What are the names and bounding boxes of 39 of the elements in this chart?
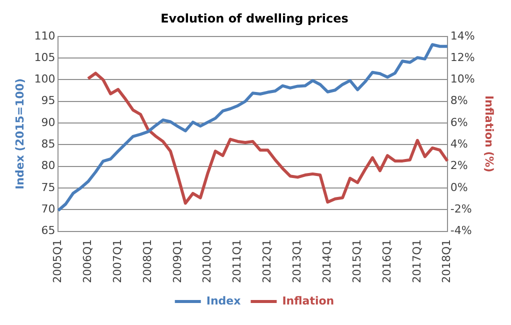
y2-tick-label: 14% <box>450 29 475 42</box>
y2-tick-label: 6% <box>450 116 468 129</box>
x-tick-label: 2011Q1 <box>230 239 244 284</box>
y-tick-label: 90 <box>41 116 56 129</box>
chart-title: Evolution of dwelling prices <box>160 11 348 26</box>
y-tick-label: 80 <box>41 159 56 172</box>
x-tick-label: 2016Q1 <box>380 239 394 284</box>
y2-tick-label: 8% <box>450 94 468 108</box>
x-tick-label: 2015Q1 <box>350 239 364 284</box>
y2-tick-label: 4% <box>450 138 468 151</box>
y-tick-label: 100 <box>34 72 56 86</box>
x-tick-label: 2013Q1 <box>290 239 304 284</box>
y2-axis-title: Inflation (%) <box>482 95 496 172</box>
y2-tick-label: 10% <box>450 72 475 86</box>
legend-label: Inflation <box>282 294 334 308</box>
legend-label: Index <box>206 294 241 308</box>
y2-tick-label: 2% <box>450 159 468 172</box>
x-tick-label: 2007Q1 <box>110 239 124 284</box>
y-tick-label: 75 <box>41 180 56 194</box>
y-tick-label: 105 <box>34 50 56 64</box>
y-axis-title: Index (2015=100) <box>13 78 26 190</box>
y-tick-label: 110 <box>34 29 56 42</box>
y2-tick-label: -4% <box>450 224 472 238</box>
x-tick-label: 2008Q1 <box>140 239 154 284</box>
x-tick-label: 2012Q1 <box>260 239 274 284</box>
y-tick-label: 85 <box>41 138 56 151</box>
y2-tick-label: 0% <box>450 180 468 194</box>
x-tick-label: 2018Q1 <box>440 239 454 284</box>
x-tick-label: 2006Q1 <box>80 239 94 284</box>
y2-tick-label: 12% <box>450 50 475 64</box>
y-tick-label: 95 <box>41 94 56 108</box>
y2-tick-label: -2% <box>450 202 472 216</box>
y-tick-label: 65 <box>41 224 56 238</box>
x-tick-label: 2010Q1 <box>200 239 214 284</box>
x-tick-label: 2009Q1 <box>170 239 184 284</box>
y-tick-label: 70 <box>41 202 56 216</box>
x-tick-label: 2014Q1 <box>320 239 334 284</box>
x-tick-label: 2017Q1 <box>410 239 424 284</box>
x-tick-label: 2005Q1 <box>51 239 64 284</box>
